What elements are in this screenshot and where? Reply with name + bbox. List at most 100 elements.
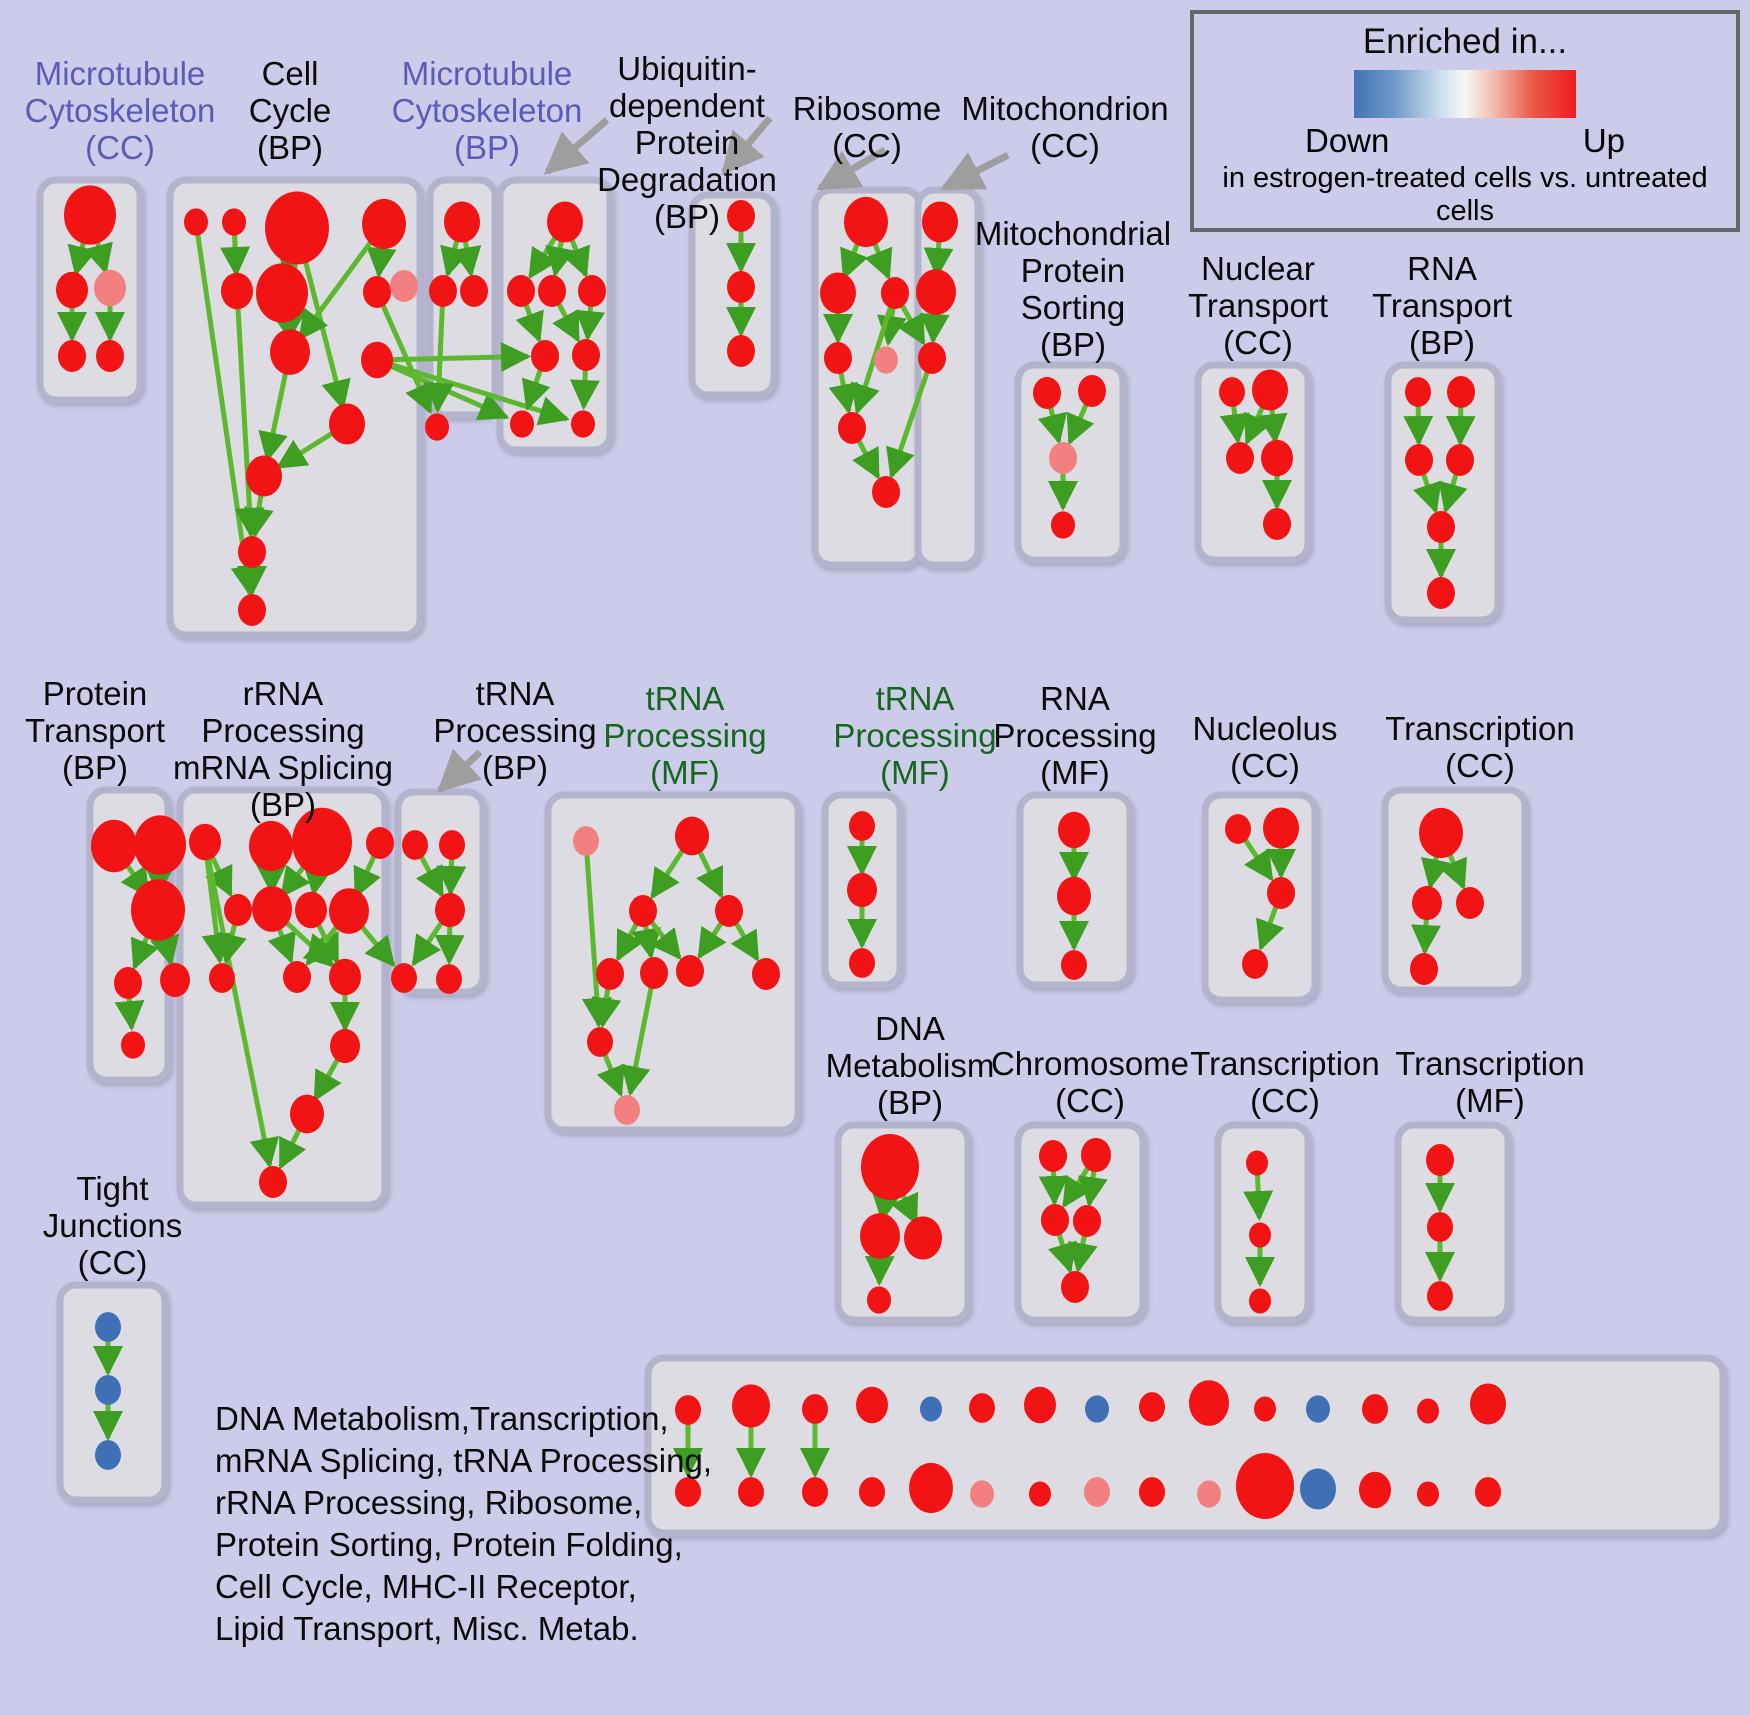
go-term-node[interactable] — [330, 1028, 360, 1064]
go-term-node[interactable] — [1412, 885, 1442, 921]
go-term-node[interactable] — [640, 957, 668, 989]
go-term-node[interactable] — [259, 1166, 287, 1198]
go-term-node[interactable] — [916, 269, 956, 315]
go-term-node[interactable] — [224, 894, 252, 926]
go-term-node[interactable] — [121, 1031, 145, 1059]
go-term-node[interactable] — [295, 891, 327, 929]
go-term-node[interactable] — [1410, 953, 1438, 985]
go-term-node[interactable] — [1225, 814, 1251, 844]
go-term-node[interactable] — [547, 201, 583, 243]
go-term-node[interactable] — [1249, 1288, 1271, 1314]
go-term-node[interactable] — [1300, 1468, 1336, 1510]
go-term-node[interactable] — [1041, 1204, 1069, 1236]
go-term-node[interactable] — [1189, 1380, 1229, 1426]
go-term-node[interactable] — [1261, 439, 1293, 477]
go-term-node[interactable] — [1242, 949, 1268, 979]
go-term-node[interactable] — [189, 823, 221, 861]
go-term-node[interactable] — [1081, 1137, 1111, 1173]
go-term-node[interactable] — [256, 263, 308, 323]
go-term-node[interactable] — [460, 275, 488, 307]
go-term-node[interactable] — [1426, 1144, 1454, 1176]
go-term-node[interactable] — [676, 955, 704, 987]
go-term-node[interactable] — [1073, 1205, 1101, 1237]
go-term-node[interactable] — [134, 815, 186, 875]
go-term-node[interactable] — [849, 948, 875, 978]
go-term-node[interactable] — [444, 201, 480, 243]
go-term-node[interactable] — [752, 958, 780, 990]
go-term-node[interactable] — [366, 827, 394, 859]
go-term-node[interactable] — [922, 201, 958, 243]
go-term-node[interactable] — [94, 269, 126, 307]
go-term-node[interactable] — [1219, 377, 1245, 407]
go-term-node[interactable] — [1139, 1392, 1165, 1422]
go-term-node[interactable] — [329, 403, 365, 445]
go-term-node[interactable] — [1405, 377, 1431, 407]
go-term-node[interactable] — [969, 1393, 995, 1423]
go-term-node[interactable] — [1447, 376, 1475, 408]
go-term-node[interactable] — [856, 1386, 888, 1424]
go-term-node[interactable] — [439, 830, 465, 860]
go-term-node[interactable] — [920, 1396, 942, 1422]
go-term-node[interactable] — [221, 272, 253, 310]
go-term-node[interactable] — [675, 816, 709, 856]
go-term-node[interactable] — [1061, 950, 1087, 980]
go-term-node[interactable] — [572, 339, 600, 371]
go-term-node[interactable] — [270, 329, 310, 375]
go-term-node[interactable] — [1427, 577, 1455, 609]
go-term-node[interactable] — [596, 958, 624, 990]
go-term-node[interactable] — [1475, 1477, 1501, 1507]
go-term-node[interactable] — [391, 963, 417, 993]
go-term-node[interactable] — [1197, 1480, 1221, 1508]
go-term-node[interactable] — [629, 895, 657, 927]
go-term-node[interactable] — [184, 208, 208, 236]
go-term-node[interactable] — [1456, 887, 1484, 919]
go-term-node[interactable] — [96, 340, 124, 372]
go-term-node[interactable] — [222, 208, 246, 236]
go-term-node[interactable] — [1417, 1398, 1439, 1424]
go-term-node[interactable] — [727, 271, 755, 303]
go-term-node[interactable] — [587, 1027, 613, 1057]
go-term-node[interactable] — [1236, 1452, 1294, 1520]
go-term-node[interactable] — [824, 342, 852, 374]
go-term-node[interactable] — [283, 961, 311, 993]
go-term-node[interactable] — [131, 879, 185, 941]
go-term-node[interactable] — [1419, 807, 1463, 859]
go-term-node[interactable] — [1051, 511, 1075, 539]
go-term-node[interactable] — [614, 1095, 640, 1125]
go-term-node[interactable] — [859, 1477, 885, 1507]
go-term-node[interactable] — [95, 1375, 121, 1405]
go-term-node[interactable] — [1139, 1477, 1165, 1507]
go-term-node[interactable] — [1405, 444, 1433, 476]
go-term-node[interactable] — [1470, 1383, 1506, 1425]
go-term-node[interactable] — [402, 830, 428, 860]
go-term-node[interactable] — [91, 819, 137, 873]
go-term-node[interactable] — [510, 410, 534, 438]
go-term-node[interactable] — [1246, 1150, 1268, 1176]
go-term-node[interactable] — [872, 476, 900, 508]
go-term-node[interactable] — [238, 536, 266, 568]
go-term-node[interactable] — [1254, 1396, 1276, 1422]
go-term-node[interactable] — [507, 275, 535, 307]
go-term-node[interactable] — [1039, 1140, 1067, 1172]
go-term-node[interactable] — [209, 963, 235, 993]
go-term-node[interactable] — [571, 410, 595, 438]
go-term-node[interactable] — [838, 412, 866, 444]
go-term-node[interactable] — [874, 346, 898, 374]
go-term-node[interactable] — [58, 340, 86, 372]
go-term-node[interactable] — [363, 276, 391, 308]
go-term-node[interactable] — [292, 807, 352, 877]
go-term-node[interactable] — [675, 1477, 701, 1507]
go-term-node[interactable] — [1249, 1222, 1271, 1248]
go-term-node[interactable] — [290, 1094, 324, 1134]
go-term-node[interactable] — [1427, 511, 1455, 543]
go-term-node[interactable] — [1049, 442, 1077, 474]
go-term-node[interactable] — [531, 340, 559, 372]
go-term-node[interactable] — [904, 1216, 942, 1260]
go-term-node[interactable] — [361, 341, 393, 379]
go-term-node[interactable] — [1226, 442, 1254, 474]
go-term-node[interactable] — [160, 962, 190, 998]
go-term-node[interactable] — [246, 455, 282, 497]
go-term-node[interactable] — [1024, 1386, 1056, 1424]
go-term-node[interactable] — [252, 886, 292, 932]
go-term-node[interactable] — [1263, 508, 1291, 540]
